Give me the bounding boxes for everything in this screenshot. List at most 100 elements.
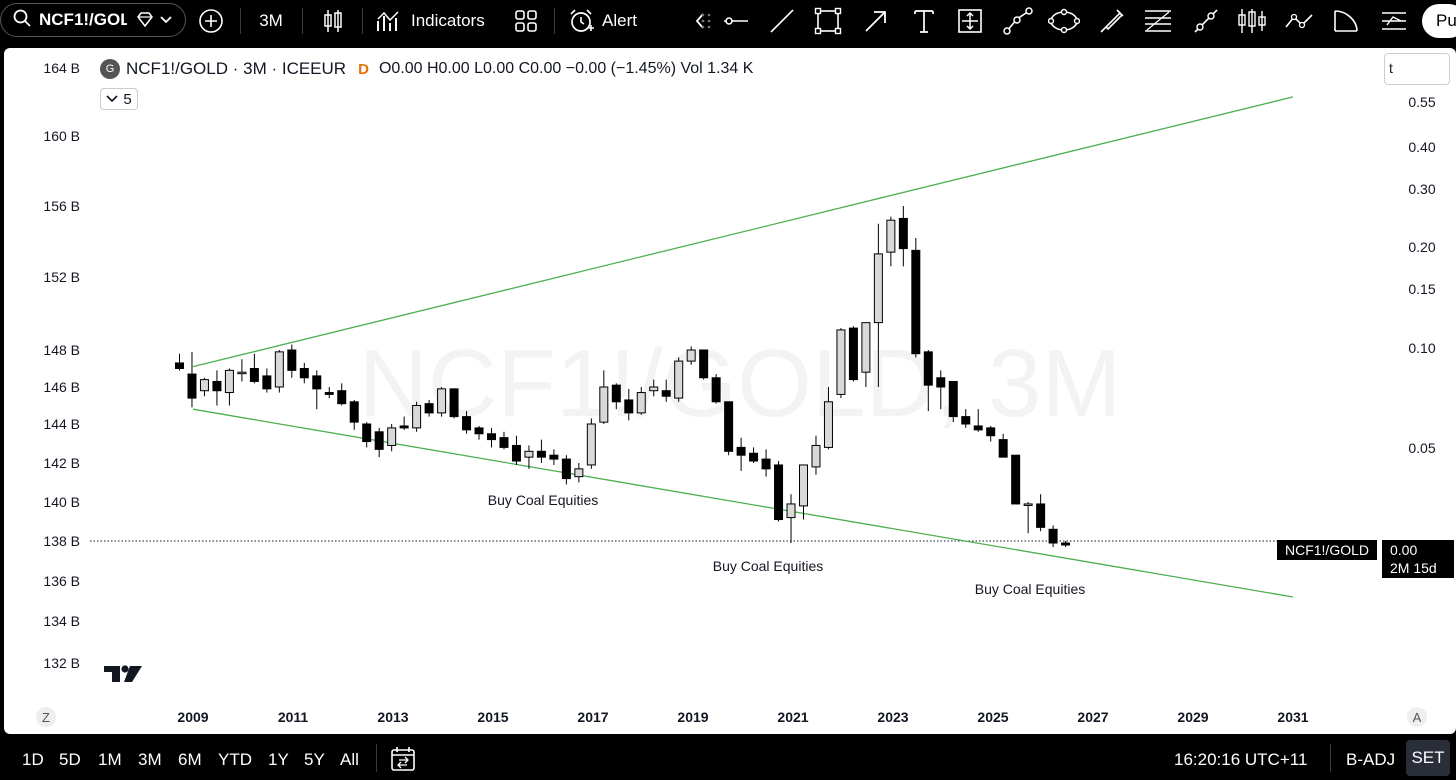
toolbar-divider: [1330, 744, 1331, 772]
text-tool-icon[interactable]: [908, 6, 940, 36]
buy-coal-equities-label[interactable]: Buy Coal Equities: [488, 492, 599, 508]
range-5d[interactable]: 5D: [59, 750, 81, 769]
range-1m[interactable]: 1M: [98, 750, 122, 769]
range-1d[interactable]: 1D: [22, 750, 44, 769]
buy-coal-equities-label[interactable]: Buy Coal Equities: [713, 558, 824, 574]
left-axis-label: 146 B: [43, 379, 80, 395]
range-1y[interactable]: 1Y: [268, 750, 289, 769]
sector-icon[interactable]: [1330, 6, 1362, 36]
go-to-date-icon[interactable]: [390, 746, 416, 772]
adjustment-toggle[interactable]: B-ADJ: [1346, 750, 1396, 769]
diamond-icon[interactable]: [134, 8, 156, 32]
candle: [474, 425, 484, 440]
left-axis-label: 152 B: [43, 269, 80, 285]
candlestick-icon[interactable]: [318, 6, 348, 36]
left-price-axis[interactable]: 164 B 160 B 156 B 152 B 148 B 146 B 144 B 142 B…: [43, 60, 80, 671]
toolbar-divider: [554, 8, 555, 34]
more-tools-icon[interactable]: [1378, 6, 1410, 36]
publish-button[interactable]: Pu: [1422, 4, 1456, 38]
path-tool-icon[interactable]: [1002, 6, 1034, 36]
tradingview-logo: [104, 665, 142, 682]
candle: [586, 418, 596, 469]
measure-icon[interactable]: [954, 6, 986, 36]
time-axis-label: 2021: [777, 709, 808, 725]
axis-corner-z[interactable]: Z: [36, 707, 56, 727]
candle: [224, 368, 234, 406]
chart-canvas[interactable]: NCF1!/GOLD, 3M 164 B 160 B 156 B 152 B 148 B…: [4, 48, 1456, 734]
range-6m[interactable]: 6M: [178, 750, 202, 769]
clock[interactable]: 16:20:16 UTC+11: [1174, 750, 1308, 769]
arrow-icon[interactable]: [860, 6, 892, 36]
candle: [299, 362, 309, 384]
ellipse-icon[interactable]: [1048, 6, 1080, 36]
ray-line-icon[interactable]: [1190, 6, 1222, 36]
candle: [499, 431, 509, 450]
chevron-left-icon[interactable]: [684, 6, 716, 36]
candle: [786, 494, 796, 543]
chart-watermark: NCF1!/GOLD, 3M: [359, 330, 1122, 437]
candle: [611, 383, 621, 410]
chevron-down-icon[interactable]: [158, 10, 174, 30]
candle: [948, 380, 958, 423]
candle: [462, 411, 472, 434]
indicators-button[interactable]: Indicators: [376, 6, 496, 36]
text-annotations[interactable]: Buy Coal Equities Buy Coal Equities Buy Co…: [488, 492, 1086, 597]
left-axis-label: 148 B: [43, 342, 80, 358]
indicators-collapse-button[interactable]: 5: [100, 88, 138, 110]
chart-panel[interactable]: NCF1!/GOLD, 3M 164 B 160 B 156 B 152 B 148 B…: [4, 48, 1456, 734]
candle: [961, 409, 971, 428]
session-button[interactable]: SET: [1406, 740, 1450, 776]
candle: [1011, 454, 1021, 505]
horizontal-ray-icon[interactable]: [720, 6, 752, 36]
search-icon: [13, 9, 31, 32]
interval-button[interactable]: 3M: [259, 11, 283, 30]
pen-icon[interactable]: [1096, 6, 1128, 36]
scale-input[interactable]: t: [1384, 53, 1450, 85]
range-ytd[interactable]: YTD: [218, 750, 252, 769]
bar-countdown: 2M 15d: [1390, 560, 1437, 576]
range-5y[interactable]: 5Y: [304, 750, 325, 769]
legend-ohlc: O0.00 H0.00 L0.00 C0.00 −0.00 (−1.45%) V…: [378, 60, 754, 77]
candle: [487, 427, 496, 448]
candle: [274, 350, 284, 393]
candlestick-series: [175, 206, 1071, 547]
delayed-badge: D: [358, 60, 369, 78]
range-3m[interactable]: 3M: [138, 750, 162, 769]
axis-corner-a[interactable]: A: [1407, 707, 1427, 727]
left-axis-label: 140 B: [43, 494, 80, 510]
candle: [998, 433, 1008, 458]
left-axis-label: 138 B: [43, 533, 80, 549]
candle: [774, 461, 784, 522]
layout-grid-icon[interactable]: [512, 7, 540, 35]
time-axis[interactable]: 2009 2011 2013 2015 2017 2019 2021 2023 2025 2027…: [177, 709, 1308, 725]
time-axis-label: 2019: [677, 709, 708, 725]
range-all[interactable]: All: [340, 750, 359, 769]
projection-icon[interactable]: [1284, 6, 1316, 36]
symbol-search[interactable]: NCF1!/GOLD: [0, 3, 186, 37]
z-label: Z: [42, 710, 50, 725]
candle: [898, 206, 908, 267]
candle: [823, 387, 833, 450]
candle: [1023, 502, 1033, 534]
add-symbol-button[interactable]: [196, 6, 226, 36]
candle: [187, 351, 197, 408]
candle: [412, 401, 422, 432]
trendline[interactable]: [192, 96, 1294, 368]
right-scale-axis[interactable]: 0.55 0.40 0.30 0.20 0.15 0.10 0.05: [1408, 94, 1435, 456]
symbol-price-tag: NCF1!/GOLD: [1285, 542, 1369, 558]
candle: [649, 379, 659, 397]
drag-handle-icon[interactable]: [698, 6, 714, 36]
right-axis-label: 0.05: [1408, 440, 1435, 456]
trend-line-icon[interactable]: [766, 6, 798, 36]
legend-title[interactable]: NCF1!/GOLD · 3M · ICEEUR: [126, 59, 347, 78]
candle: [936, 370, 946, 410]
buy-coal-equities-label[interactable]: Buy Coal Equities: [975, 581, 1086, 597]
long-position-icon[interactable]: [1236, 6, 1268, 36]
fib-retracement-icon[interactable]: [1142, 6, 1174, 36]
rectangle-icon[interactable]: [812, 6, 844, 36]
candle: [599, 370, 609, 424]
candle: [761, 449, 771, 477]
left-axis-label: 156 B: [43, 198, 80, 214]
time-axis-label: 2027: [1077, 709, 1108, 725]
alert-button[interactable]: Alert: [568, 6, 658, 36]
